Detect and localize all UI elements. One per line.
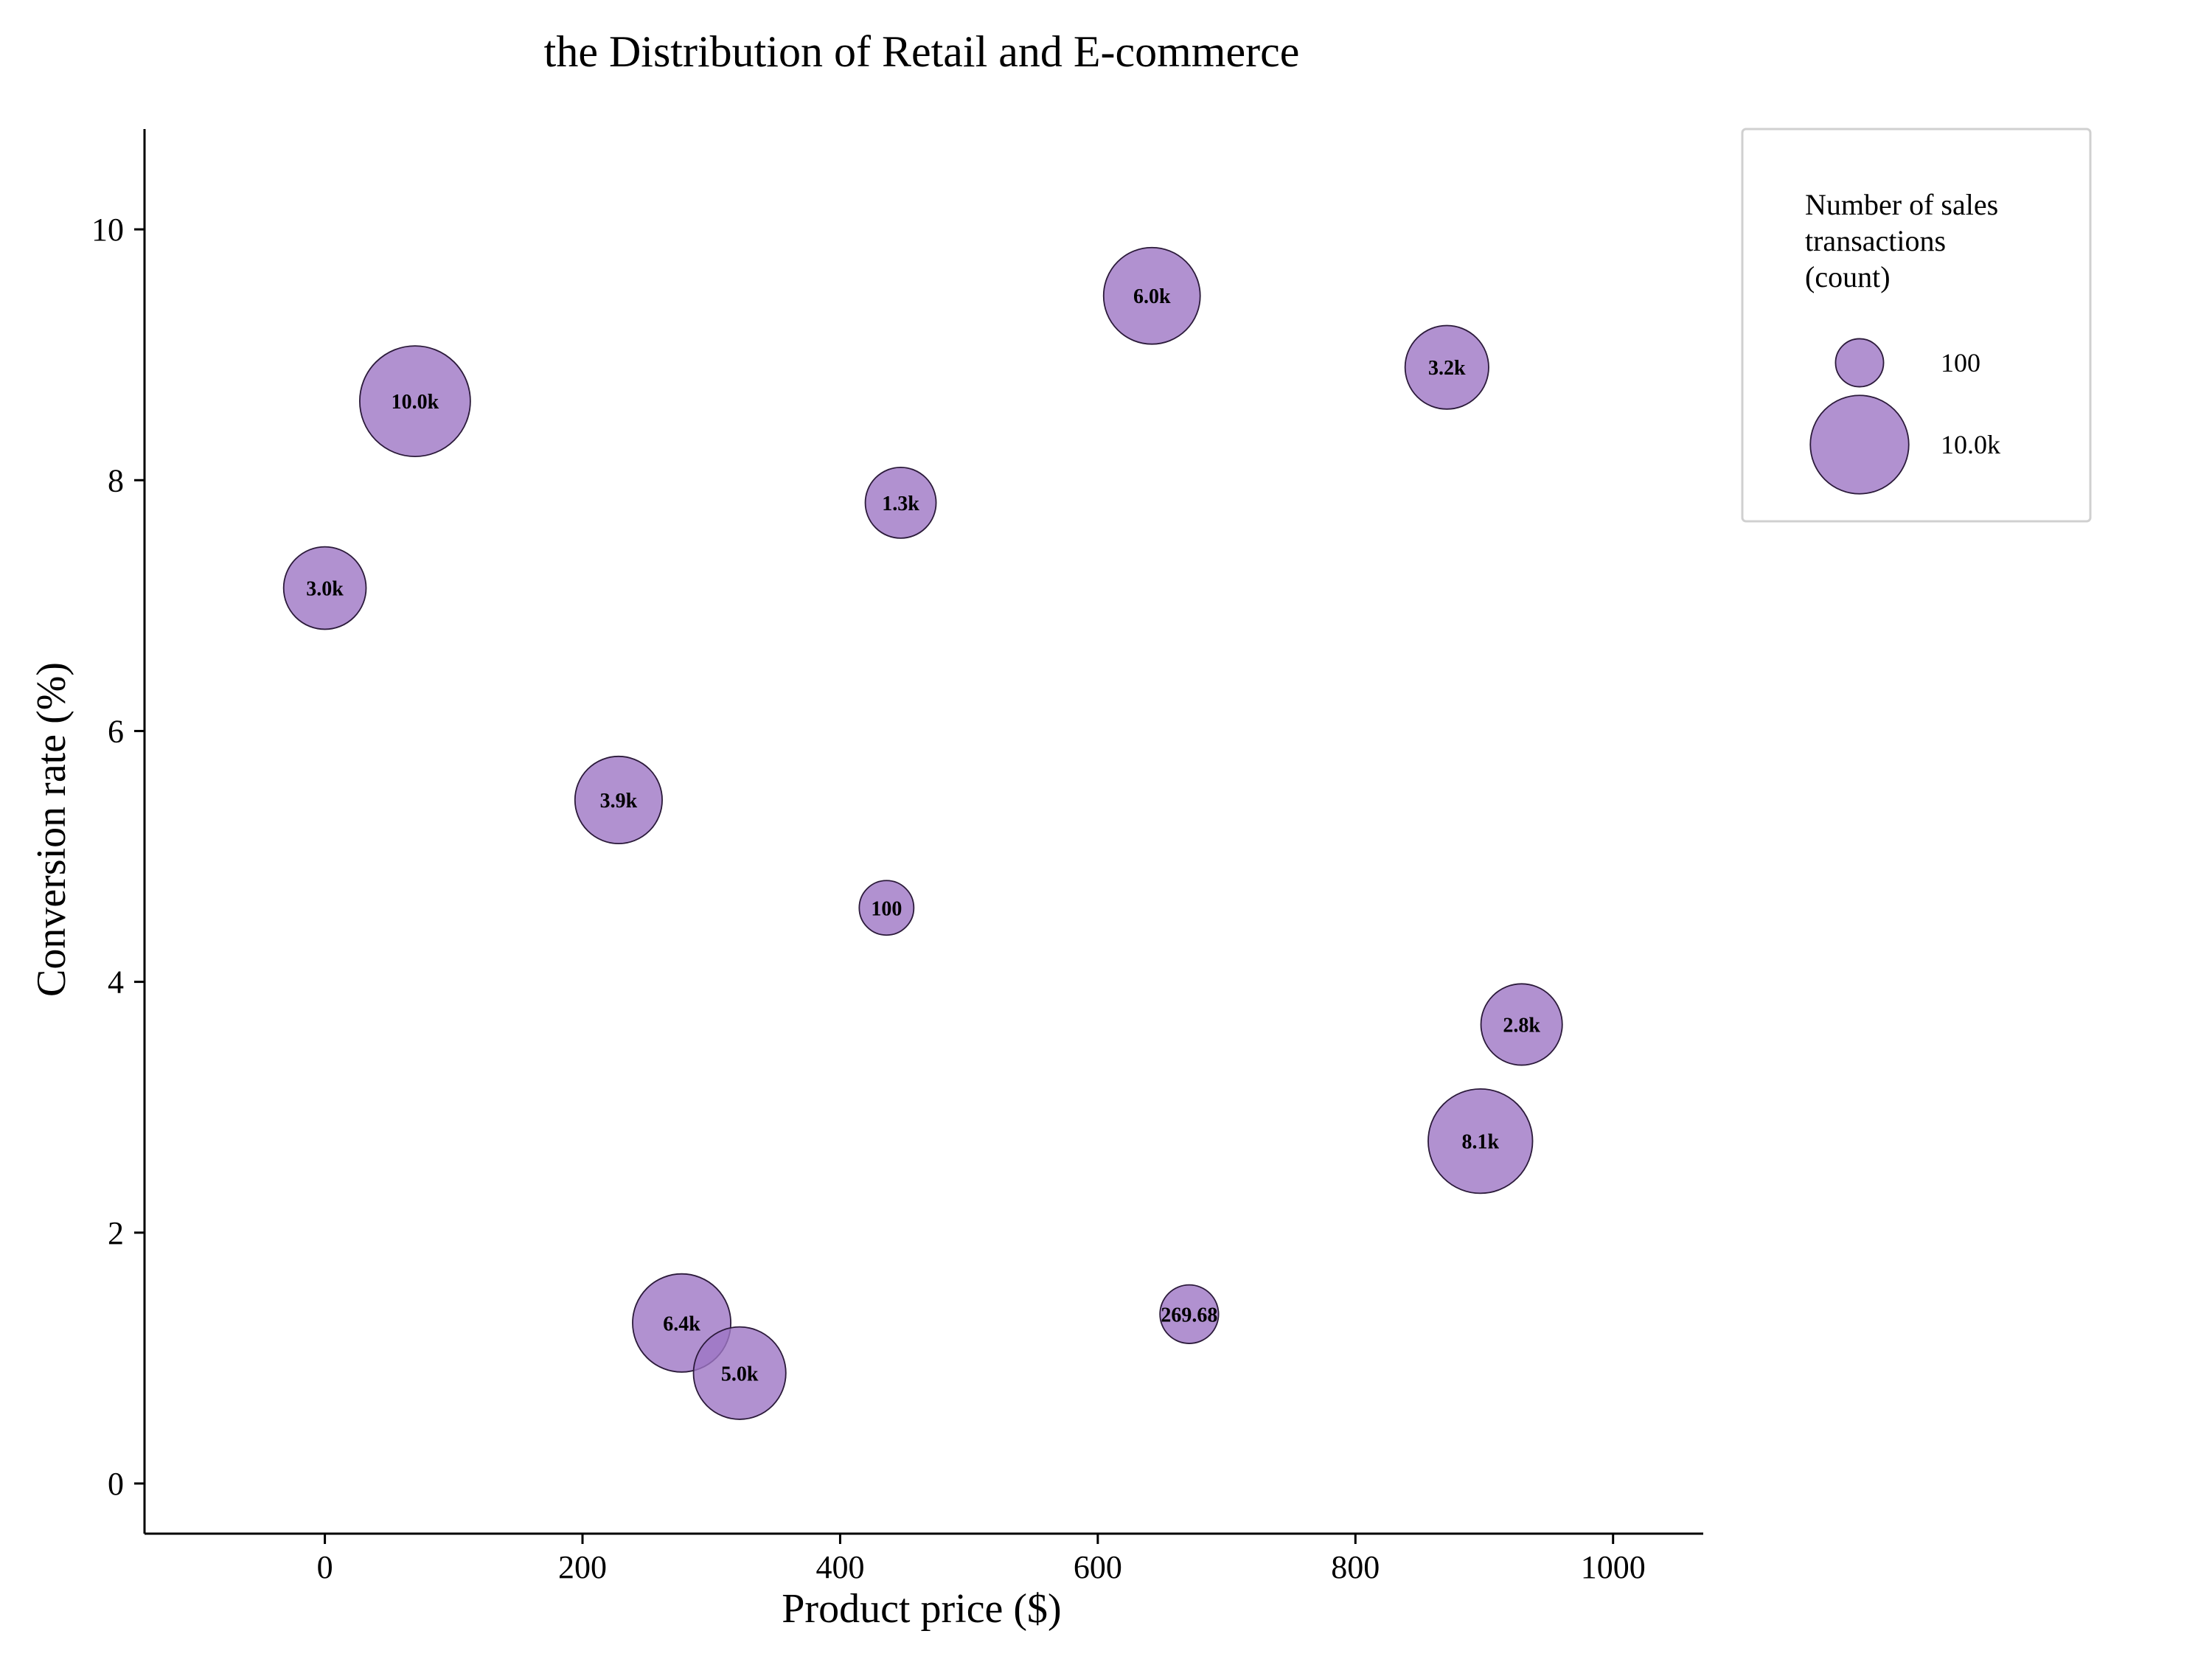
data-bubble xyxy=(1427,1088,1534,1194)
x-tick-label: 600 xyxy=(1074,1549,1122,1585)
data-bubble xyxy=(282,546,367,630)
x-tick-label: 1000 xyxy=(1581,1549,1646,1585)
bubble-value-label: 100 xyxy=(871,897,902,920)
y-axis: 0 2 4 6 8 10 xyxy=(91,129,146,1534)
data-bubble xyxy=(1480,983,1563,1066)
data-bubble xyxy=(864,466,937,539)
legend-title: Number of sales transactions (count) xyxy=(1805,188,2006,293)
legend-entry-label: 10.0k xyxy=(1941,430,2000,459)
x-tick-label: 0 xyxy=(317,1549,333,1585)
data-bubble xyxy=(358,345,471,457)
bubble-value-label: 269.68 xyxy=(1161,1304,1217,1326)
y-tick-label: 2 xyxy=(108,1215,124,1251)
x-axis-label: Product price ($) xyxy=(782,1586,1061,1632)
data-bubble xyxy=(1404,324,1489,410)
y-tick-label: 4 xyxy=(108,964,124,1001)
data-bubble xyxy=(692,1326,787,1420)
legend-title-line-3: (count) xyxy=(1805,260,1891,293)
bubble-value-label: 5.0k xyxy=(721,1363,759,1385)
legend-title-line-2: transactions xyxy=(1805,224,1946,257)
bubble-value-label: 2.8k xyxy=(1503,1014,1540,1037)
y-tick-label: 10 xyxy=(91,212,124,248)
bubble-value-label: 3.0k xyxy=(306,578,344,601)
x-tick-label: 200 xyxy=(558,1549,607,1585)
x-axis: 0 200 400 600 800 1000 xyxy=(145,1532,1703,1585)
legend-entries: 100 10.0k xyxy=(1809,338,2000,495)
y-tick-label: 0 xyxy=(108,1466,124,1502)
bubble-value-label: 6.4k xyxy=(663,1312,700,1335)
chart-title: the Distribution of Retail and E-commerc… xyxy=(544,27,1300,76)
bubble-value-label: 8.1k xyxy=(1461,1131,1499,1154)
y-tick-label: 6 xyxy=(108,713,124,749)
bubble-value-label: 3.2k xyxy=(1428,357,1466,380)
y-axis-label: Conversion rate (%) xyxy=(29,662,74,997)
bubble-value-label: 3.9k xyxy=(600,790,638,813)
bubble-value-label: 6.0k xyxy=(1133,285,1171,308)
bubble-value-label: 1.3k xyxy=(882,493,919,515)
x-tick-label: 400 xyxy=(815,1549,864,1585)
size-legend: Number of sales transactions (count) 100… xyxy=(1741,128,2092,523)
data-bubble xyxy=(574,755,663,845)
legend-bubble xyxy=(1809,394,1910,495)
x-tick-label: 800 xyxy=(1331,1549,1380,1585)
legend-entry-label: 100 xyxy=(1941,348,1980,378)
legend-bubble xyxy=(1834,338,1885,388)
data-bubble xyxy=(1102,246,1201,345)
bubbles-layer: 10.0k 3.0k 3.9k 1.3k 100 6.0k 3.2k 2.8k 8.1k 269.… xyxy=(282,246,1563,1420)
data-bubble xyxy=(1159,1284,1220,1344)
legend-title-line-1: Number of sales xyxy=(1805,188,1998,221)
data-bubble xyxy=(858,880,915,936)
bubble-value-label: 10.0k xyxy=(392,391,439,414)
y-tick-label: 8 xyxy=(108,462,124,498)
